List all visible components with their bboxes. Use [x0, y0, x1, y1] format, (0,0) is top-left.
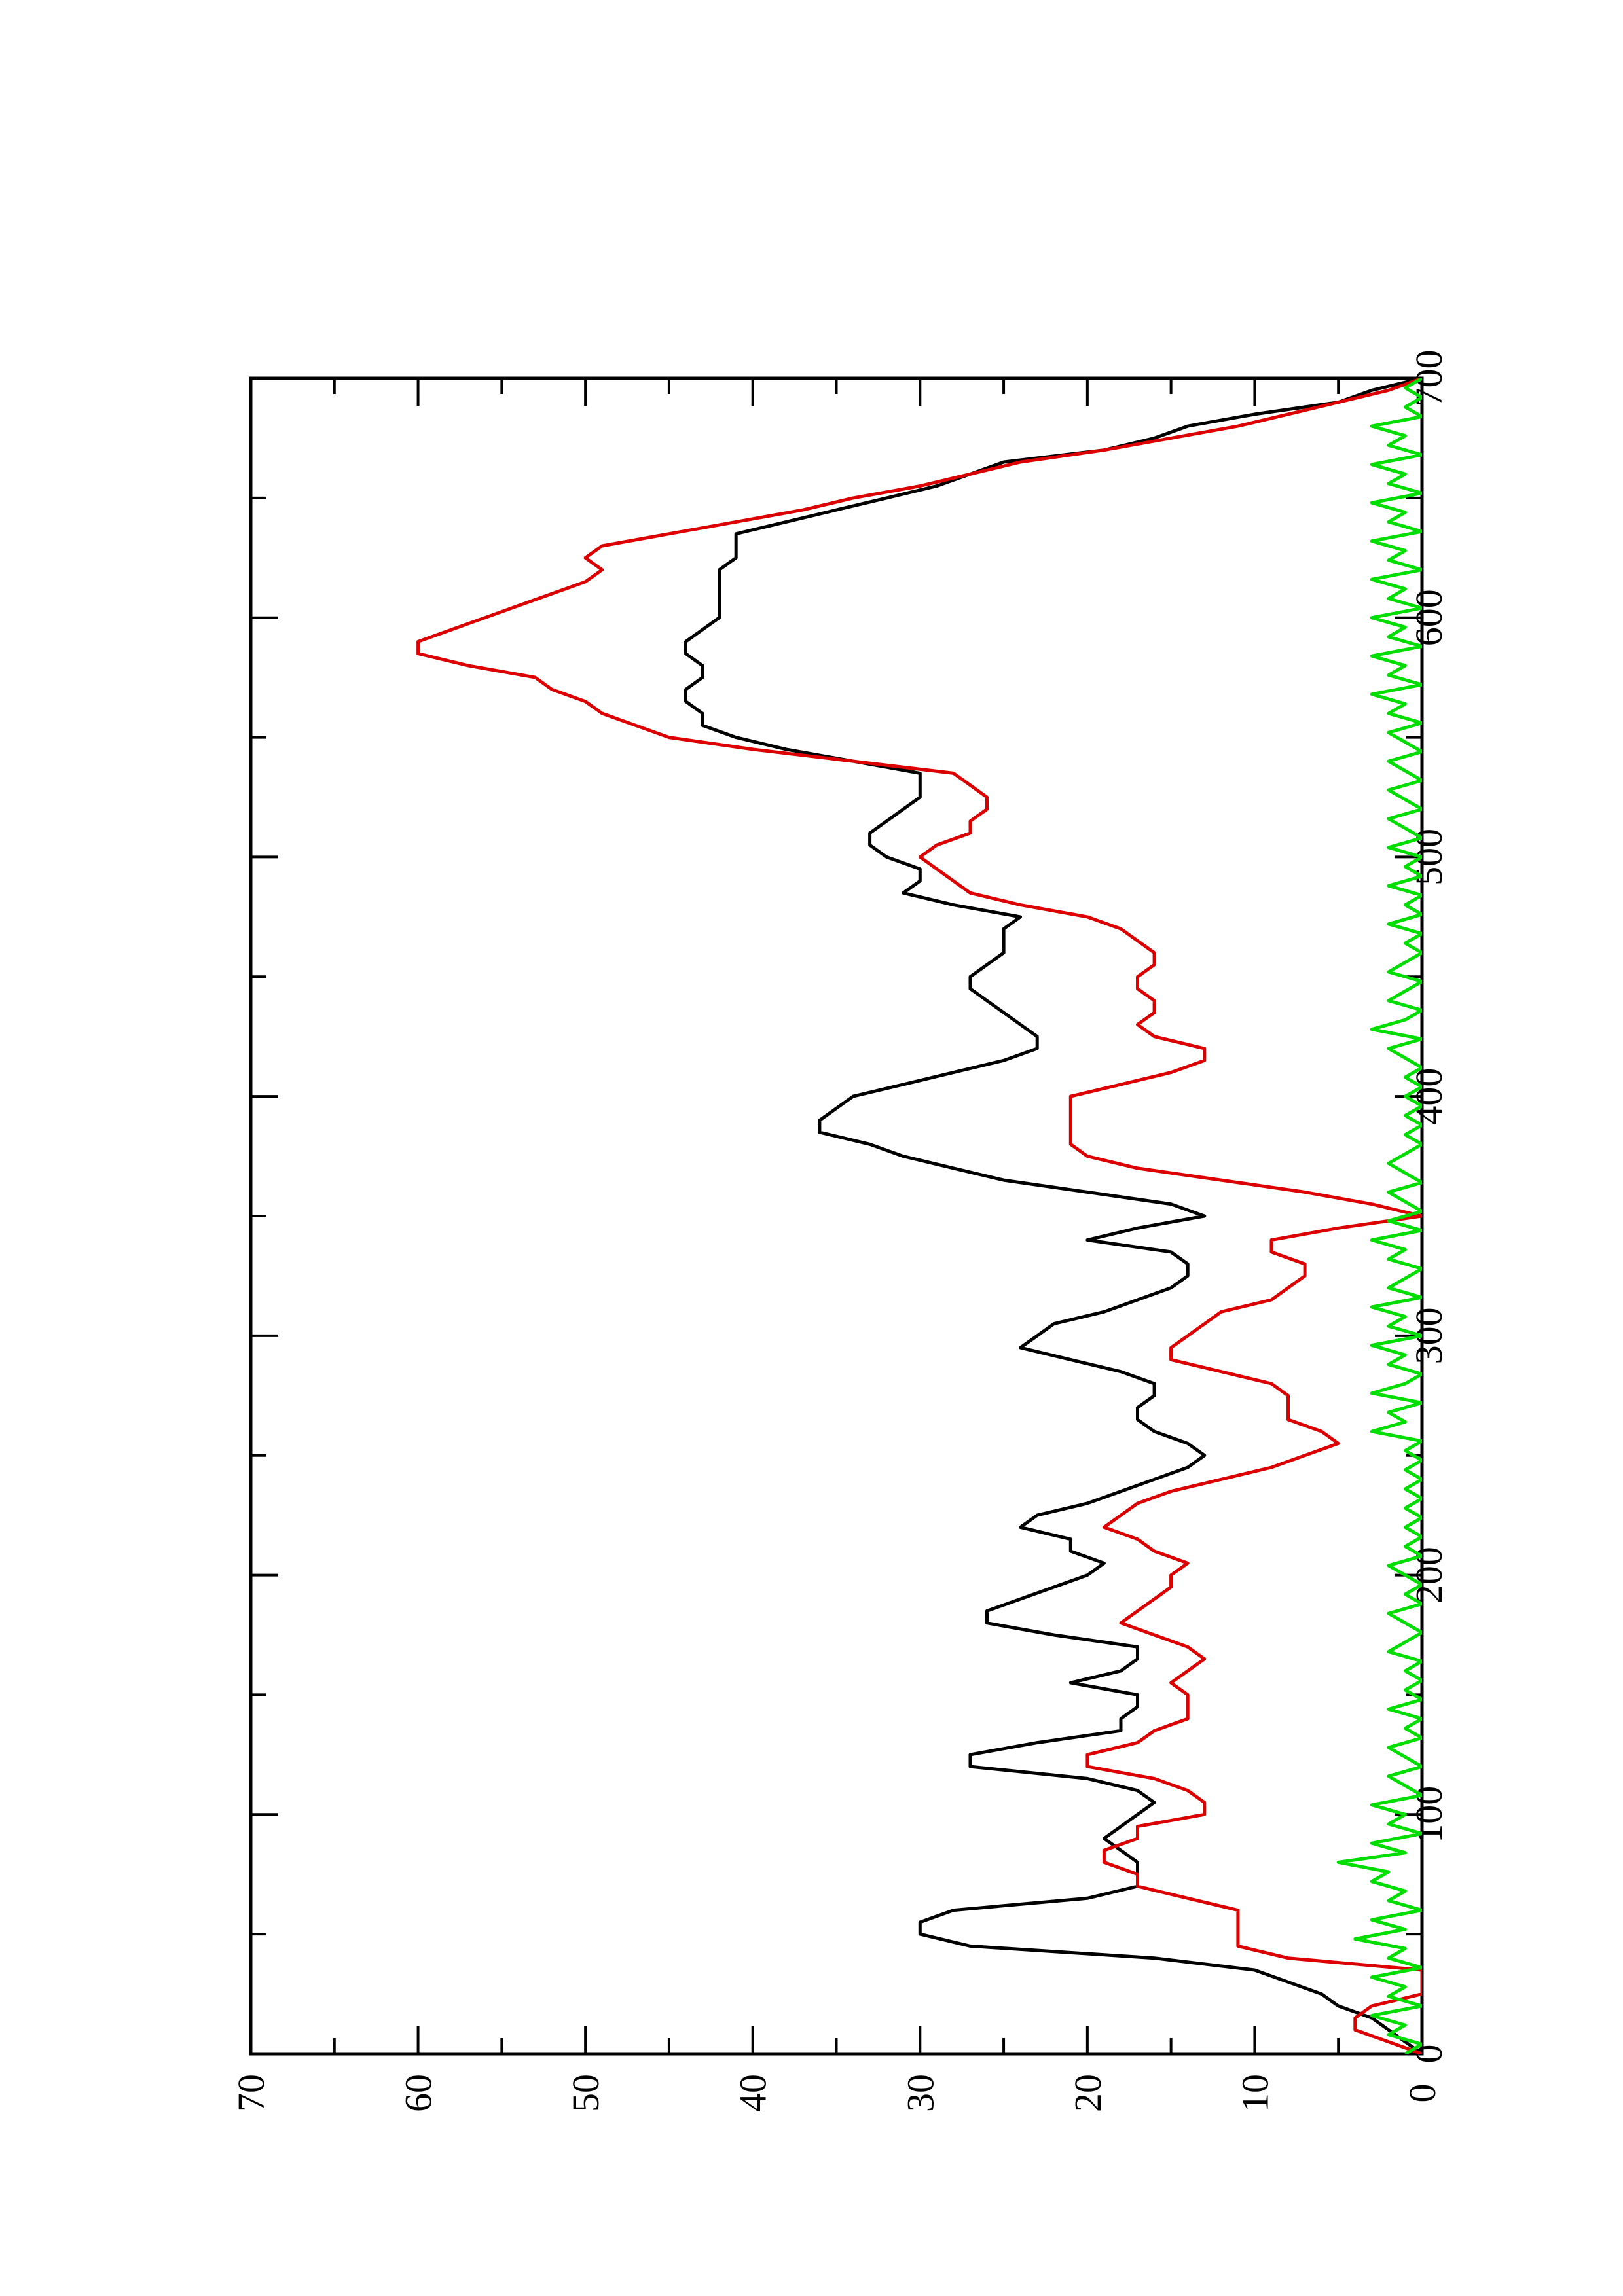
x-tick-label: 600 — [1408, 589, 1450, 646]
series-line-1 — [684, 378, 1422, 2054]
y-tick-label: 30 — [899, 2074, 941, 2112]
plot-frame — [249, 376, 1424, 2056]
y-tick-label: 60 — [397, 2074, 440, 2112]
series-line-3 — [1336, 378, 1422, 2054]
x-tick-label: 500 — [1408, 829, 1450, 886]
y-tick-label: 20 — [1067, 2074, 1109, 2112]
y-tick-label: 70 — [230, 2074, 272, 2112]
x-tick-label: 700 — [1408, 350, 1450, 407]
y-tick-label: 0 — [1401, 2084, 1444, 2103]
y-tick-label: 40 — [732, 2074, 775, 2112]
y-tick-label: 10 — [1233, 2074, 1276, 2112]
series — [416, 378, 1422, 2054]
y-tick-label: 50 — [564, 2074, 607, 2112]
x-tick-label: 400 — [1408, 1068, 1450, 1125]
series-line-2 — [416, 378, 1422, 2054]
x-tick-label: 200 — [1408, 1547, 1450, 1604]
